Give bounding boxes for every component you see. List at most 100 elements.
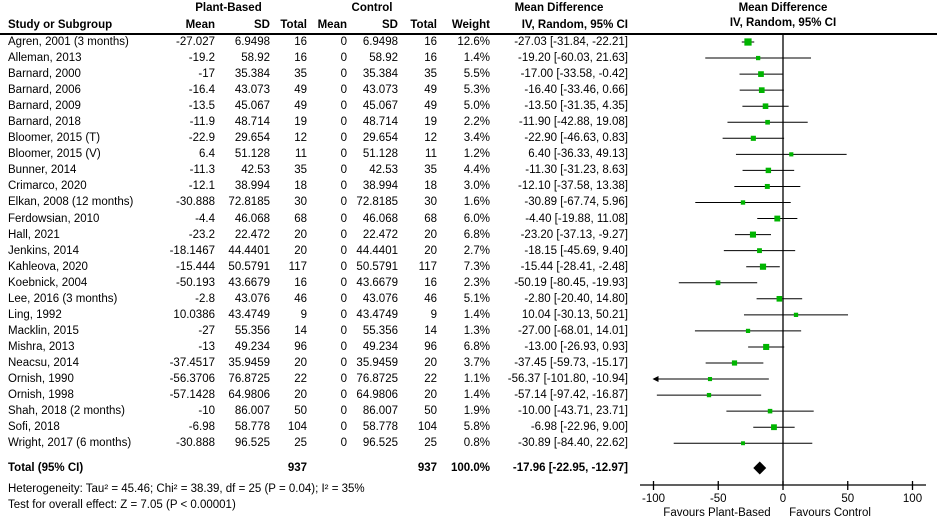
mean-plant: -50.193: [175, 276, 215, 289]
total-control: 9: [430, 308, 437, 321]
forest-plot: -100 -50 0 50 100 Favours Plant-Based Favours …: [640, 34, 926, 519]
weight-value: 12.6%: [457, 36, 490, 48]
table-row: Ornish, 1990 -56.3706 76.8725 22 0 76.8725 22 1…: [0, 371, 628, 387]
weight-value: 3.0%: [463, 180, 490, 193]
ci-text: -27.03 [-31.84, -22.21]: [514, 36, 628, 48]
mean-plant: -4.4: [195, 212, 215, 225]
weight-value: 1.4%: [463, 52, 490, 65]
ci-text: -15.44 [-28.41, -2.48]: [520, 260, 628, 273]
ci-text: -50.19 [-80.45, -19.93]: [514, 276, 628, 289]
total-control: 20: [424, 389, 437, 402]
ci-text: 6.40 [-36.33, 49.13]: [528, 148, 628, 161]
study-table: Agren, 2001 (3 months) -27.027 6.9498 16 0 6.…: [0, 34, 628, 451]
study-marker: [715, 280, 721, 286]
study-marker: [755, 55, 761, 61]
sd-plant: 42.53: [241, 164, 270, 177]
total-plant: 35: [294, 68, 307, 81]
table-row: Agren, 2001 (3 months) -27.027 6.9498 16 0 6.…: [0, 34, 628, 50]
total-plant: 14: [294, 324, 307, 337]
study-name: Ornish, 1990: [8, 372, 74, 385]
study-name: Wright, 2017 (6 months): [8, 437, 132, 450]
mean-control: 0: [340, 437, 347, 450]
total-plant: 35: [294, 164, 307, 177]
total-diamond: [753, 461, 767, 475]
column-header-total-control: Total: [410, 19, 437, 31]
total-label: Total (95% CI): [8, 462, 84, 474]
total-plant: 18: [294, 180, 307, 193]
sd-plant: 72.8185: [228, 196, 270, 209]
ci-text: -17.00 [-33.58, -0.42]: [520, 68, 628, 81]
table-row: Macklin, 2015 -27 55.356 14 0 55.356 14 1.3% -27…: [0, 323, 628, 339]
study-marker: [762, 103, 769, 109]
axis-tick-label: -100: [642, 493, 665, 505]
total-control: 96: [424, 340, 437, 353]
table-row: Barnard, 2006 -16.4 43.073 49 0 43.073 49 5.3% -…: [0, 82, 628, 98]
mean-plant: -22.9: [188, 132, 215, 145]
sd-control: 43.6679: [356, 276, 398, 289]
sd-control: 49.234: [362, 340, 398, 353]
mean-plant: -57.1428: [169, 389, 215, 402]
sd-plant: 96.525: [234, 437, 270, 450]
study-marker: [758, 71, 764, 77]
total-plant: 9: [300, 308, 307, 321]
total-control: 16: [424, 52, 437, 65]
table-row: Hall, 2021 -23.2 22.472 20 0 22.472 20 6.8% -23.…: [0, 227, 628, 243]
weight-value: 1.6%: [463, 196, 490, 209]
total-plant: 104: [287, 421, 307, 434]
mean-plant: -27.027: [175, 36, 215, 48]
total-control: 16: [424, 36, 437, 48]
table-row: Bloomer, 2015 (T) -22.9 29.654 12 0 29.654 12 3…: [0, 130, 628, 146]
column-header-mean-plant: Mean: [185, 19, 215, 31]
study-name: Barnard, 2006: [8, 84, 81, 97]
total-plant: 49: [294, 84, 307, 97]
ci-text: -23.20 [-37.13, -9.27]: [520, 228, 628, 241]
favours-right-label: Favours Control: [789, 507, 871, 519]
study-name: Elkan, 2008 (12 months): [8, 196, 134, 209]
table-row: Bunner, 2014 -11.3 42.53 35 0 42.53 35 4.4% -11.…: [0, 162, 628, 178]
weight-value: 1.2%: [463, 148, 490, 161]
sd-plant: 22.472: [234, 228, 270, 241]
mean-plant: -23.2: [188, 228, 215, 241]
ci-text: -2.80 [-20.40, 14.80]: [524, 292, 628, 305]
study-marker: [789, 152, 794, 157]
study-name: Jenkins, 2014: [8, 244, 79, 257]
mean-plant: -30.888: [175, 196, 215, 209]
ci-text: 10.04 [-30.13, 50.21]: [521, 308, 628, 321]
overall-effect-stats: Test for overall effect: Z = 7.05 (P < 0…: [8, 499, 236, 511]
table-row: Ling, 1992 10.0386 43.4749 9 0 43.4749 9 1.4% 10…: [0, 307, 628, 323]
study-name: Bloomer, 2015 (V): [8, 148, 101, 161]
mean-plant: -11.9: [189, 116, 215, 129]
ci-text: -10.00 [-43.71, 23.71]: [518, 405, 628, 418]
study-marker: [793, 312, 799, 317]
sd-plant: 49.234: [234, 340, 270, 353]
sd-control: 45.067: [362, 100, 398, 113]
sd-plant: 43.073: [234, 84, 270, 97]
total-plant: 11: [295, 148, 307, 161]
column-header-sd-control: SD: [382, 19, 398, 31]
total-plant: 96: [294, 340, 307, 353]
group-header-control: Control: [351, 2, 393, 14]
ci-text: -30.89 [-84.40, 22.62]: [518, 437, 628, 450]
mean-plant: -16.4: [188, 84, 215, 97]
total-control: 12: [424, 132, 437, 145]
table-row: Elkan, 2008 (12 months) -30.888 72.8185 30 0…: [0, 194, 628, 210]
study-name: Barnard, 2000: [8, 68, 81, 81]
table-row: Bloomer, 2015 (V) 6.4 51.128 11 0 51.128 11 1.2…: [0, 146, 628, 162]
sd-control: 35.9459: [356, 356, 398, 369]
total-plant: 19: [294, 116, 307, 129]
total-plant: 22: [294, 372, 307, 385]
mean-control: 0: [340, 292, 347, 305]
table-row: Wright, 2017 (6 months) -30.888 96.525 25 0 9…: [0, 435, 628, 451]
sd-control: 44.4401: [356, 244, 398, 257]
study-marker: [744, 38, 752, 46]
ci-text: -19.20 [-60.03, 21.63]: [518, 52, 628, 65]
mean-plant: -15.444: [175, 260, 215, 273]
study-marker: [750, 135, 756, 141]
weight-value: 6.8%: [463, 228, 490, 241]
mean-control: 0: [340, 244, 347, 257]
study-name: Bunner, 2014: [8, 164, 77, 177]
weight-value: 2.2%: [463, 116, 490, 129]
mean-control: 0: [340, 36, 347, 48]
header-divider: [0, 33, 937, 35]
mean-plant: 10.0386: [173, 308, 215, 321]
